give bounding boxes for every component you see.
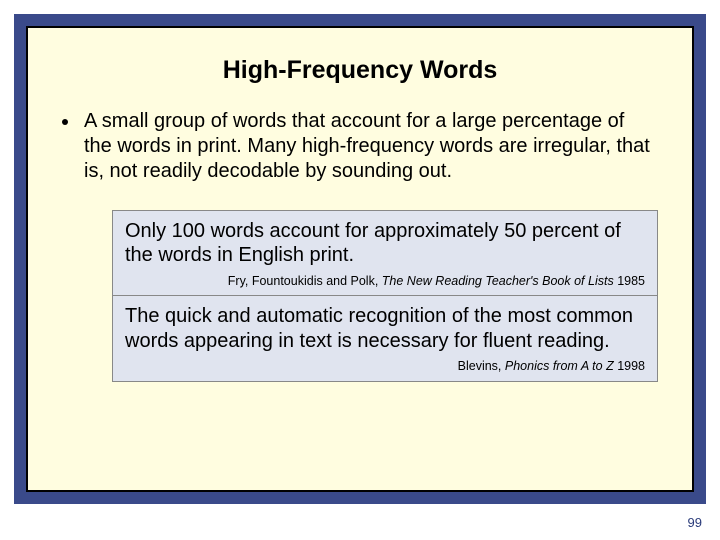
cite-title: Phonics from A to Z (505, 359, 614, 373)
page-number: 99 (688, 515, 702, 530)
slide-title: High-Frequency Words (58, 56, 662, 85)
cite-prefix: Blevins, (458, 359, 505, 373)
slide-panel: High-Frequency Words A small group of wo… (26, 26, 694, 492)
bullet-item: A small group of words that account for … (58, 109, 662, 184)
bullet-icon (62, 119, 68, 125)
cite-prefix: Fry, Fountoukidis and Polk, (228, 274, 382, 288)
callout-box: Only 100 words account for approximately… (112, 210, 658, 296)
callout-text: Only 100 words account for approximately… (125, 219, 645, 268)
callout-text: The quick and automatic recognition of t… (125, 304, 645, 353)
slide-outer-frame: High-Frequency Words A small group of wo… (14, 14, 706, 504)
callout-box: The quick and automatic recognition of t… (112, 296, 658, 381)
cite-year: 1985 (614, 274, 645, 288)
cite-title: The New Reading Teacher's Book of Lists (382, 274, 614, 288)
callout-citation: Blevins, Phonics from A to Z 1998 (125, 359, 645, 375)
callout-citation: Fry, Fountoukidis and Polk, The New Read… (125, 274, 645, 290)
cite-year: 1998 (614, 359, 645, 373)
bullet-text: A small group of words that account for … (84, 109, 656, 184)
